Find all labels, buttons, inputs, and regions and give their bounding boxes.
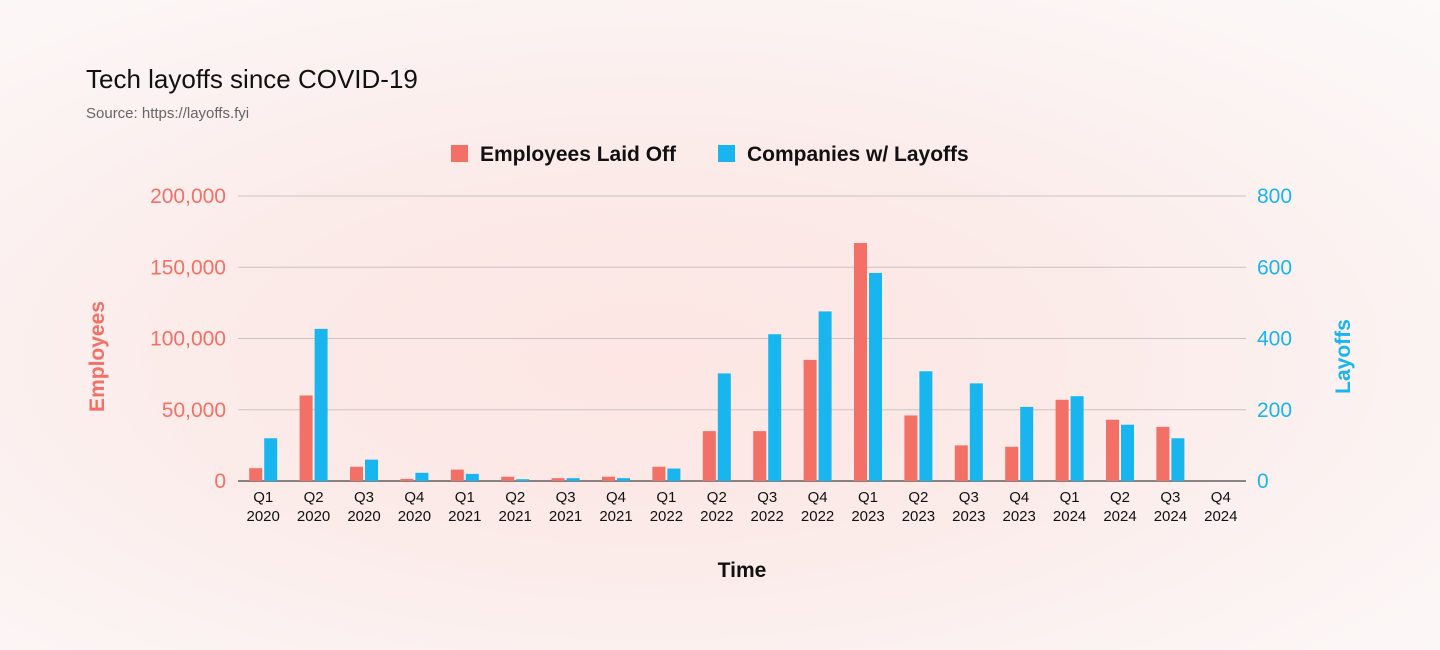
x-tick-label-year: 2024 xyxy=(1154,508,1187,525)
x-axis-title: Time xyxy=(718,559,767,582)
x-tick-label-year: 2020 xyxy=(247,508,280,525)
y-right-tick-label: 200 xyxy=(1257,399,1292,422)
bar-employees-laid-off xyxy=(400,478,414,481)
bar-companies-with-layoffs xyxy=(717,373,731,481)
bar-companies-with-layoffs xyxy=(1171,438,1185,481)
x-tick-label-quarter: Q3 xyxy=(556,489,576,506)
y-left-tick-label: 50,000 xyxy=(162,399,226,422)
x-tick-label-quarter: Q1 xyxy=(253,489,273,506)
x-tick-label-quarter: Q4 xyxy=(404,489,424,506)
x-tick-label-year: 2023 xyxy=(902,508,935,525)
x-tick-label-year: 2024 xyxy=(1053,508,1086,525)
y-right-tick-label: 800 xyxy=(1257,185,1292,208)
y-right-axis-title: Layoffs xyxy=(1332,319,1355,394)
legend-employees-laid-off-label: Employees Laid Off xyxy=(480,143,677,166)
x-tick-label-quarter: Q4 xyxy=(1009,489,1029,506)
x-tick-label-year: 2022 xyxy=(700,508,733,525)
legend-companies-with-layoffs-label: Companies w/ Layoffs xyxy=(747,143,969,166)
bar-companies-with-layoffs xyxy=(415,472,429,481)
bar-companies-with-layoffs xyxy=(365,459,378,481)
y-left-axis-title: Employees xyxy=(86,301,109,412)
bar-companies-with-layoffs xyxy=(566,478,580,481)
bar-companies-with-layoffs xyxy=(768,334,782,481)
bar-employees-laid-off xyxy=(350,466,363,481)
bar-employees-laid-off xyxy=(450,469,464,481)
x-tick-label-year: 2022 xyxy=(650,508,683,525)
x-tick-label-year: 2023 xyxy=(1003,508,1036,525)
x-tick-label-year: 2024 xyxy=(1204,508,1237,525)
chart-subtitle: Source: https://layoffs.fyi xyxy=(86,105,250,122)
y-right-tick-label: 0 xyxy=(1257,470,1269,493)
bar-companies-with-layoffs xyxy=(516,479,530,481)
x-tick-label-year: 2020 xyxy=(398,508,431,525)
bar-employees-laid-off xyxy=(652,466,666,481)
bar-employees-laid-off xyxy=(702,431,716,481)
x-tick-label-quarter: Q2 xyxy=(1110,489,1130,506)
x-tick-label-year: 2023 xyxy=(851,508,884,525)
x-tick-label-year: 2021 xyxy=(448,508,481,525)
y-right-tick-label: 600 xyxy=(1257,256,1292,279)
x-tick-label-quarter: Q4 xyxy=(606,489,626,506)
x-tick-label-quarter: Q2 xyxy=(908,489,928,506)
bar-employees-laid-off xyxy=(1106,419,1119,481)
legend-employees-laid-off-swatch xyxy=(451,145,468,162)
bar-employees-laid-off xyxy=(1005,446,1019,481)
y-left-tick-label: 150,000 xyxy=(150,256,226,279)
bar-employees-laid-off xyxy=(1156,426,1170,481)
x-tick-label-year: 2021 xyxy=(499,508,532,525)
x-tick-label-quarter: Q1 xyxy=(656,489,676,506)
x-tick-label-quarter: Q3 xyxy=(354,489,374,506)
x-tick-label-quarter: Q3 xyxy=(757,489,777,506)
x-tick-label-quarter: Q1 xyxy=(455,489,475,506)
x-tick-label-quarter: Q2 xyxy=(707,489,727,506)
bar-employees-laid-off xyxy=(551,478,565,481)
bar-companies-with-layoffs xyxy=(1121,424,1134,481)
y-left-tick-label: 0 xyxy=(214,470,226,493)
bar-companies-with-layoffs xyxy=(314,328,328,481)
x-tick-label-year: 2020 xyxy=(297,508,330,525)
bar-employees-laid-off xyxy=(299,395,313,481)
y-left-tick-label: 100,000 xyxy=(150,328,226,351)
x-tick-label-year: 2022 xyxy=(751,508,784,525)
x-tick-label-quarter: Q1 xyxy=(1060,489,1080,506)
x-tick-label-year: 2023 xyxy=(952,508,985,525)
x-tick-label-quarter: Q2 xyxy=(304,489,324,506)
bar-employees-laid-off xyxy=(501,476,515,481)
bar-companies-with-layoffs xyxy=(818,311,832,481)
bar-companies-with-layoffs xyxy=(969,383,983,481)
bar-employees-laid-off xyxy=(1055,399,1069,481)
x-tick-label-quarter: Q4 xyxy=(1211,489,1231,506)
x-tick-label-quarter: Q4 xyxy=(808,489,828,506)
bar-employees-laid-off xyxy=(904,415,918,481)
x-tick-label-quarter: Q3 xyxy=(1160,489,1180,506)
x-tick-label-quarter: Q1 xyxy=(858,489,878,506)
bar-employees-laid-off xyxy=(249,468,263,481)
x-tick-label-year: 2022 xyxy=(801,508,834,525)
x-tick-label-year: 2021 xyxy=(599,508,632,525)
x-tick-label-quarter: Q3 xyxy=(959,489,979,506)
bar-companies-with-layoffs xyxy=(465,473,479,481)
x-tick-label-year: 2021 xyxy=(549,508,582,525)
bar-companies-with-layoffs xyxy=(1020,406,1034,481)
bar-employees-laid-off xyxy=(602,476,615,481)
bar-employees-laid-off xyxy=(954,445,968,481)
y-right-tick-label: 400 xyxy=(1257,328,1292,351)
legend-companies-with-layoffs-swatch xyxy=(718,145,735,162)
x-tick-label-year: 2024 xyxy=(1103,508,1136,525)
bar-companies-with-layoffs xyxy=(617,478,630,481)
bar-employees-laid-off xyxy=(854,243,867,481)
bar-employees-laid-off xyxy=(803,359,817,481)
x-tick-label-year: 2020 xyxy=(347,508,380,525)
bar-employees-laid-off xyxy=(753,431,767,481)
bar-companies-with-layoffs xyxy=(1070,396,1084,481)
bar-companies-with-layoffs xyxy=(264,438,278,481)
bar-companies-with-layoffs xyxy=(869,272,882,481)
y-left-tick-label: 200,000 xyxy=(150,185,226,208)
bar-companies-with-layoffs xyxy=(919,371,933,481)
chart-title: Tech layoffs since COVID-19 xyxy=(86,64,418,94)
x-tick-label-quarter: Q2 xyxy=(505,489,525,506)
bar-companies-with-layoffs xyxy=(667,468,681,481)
